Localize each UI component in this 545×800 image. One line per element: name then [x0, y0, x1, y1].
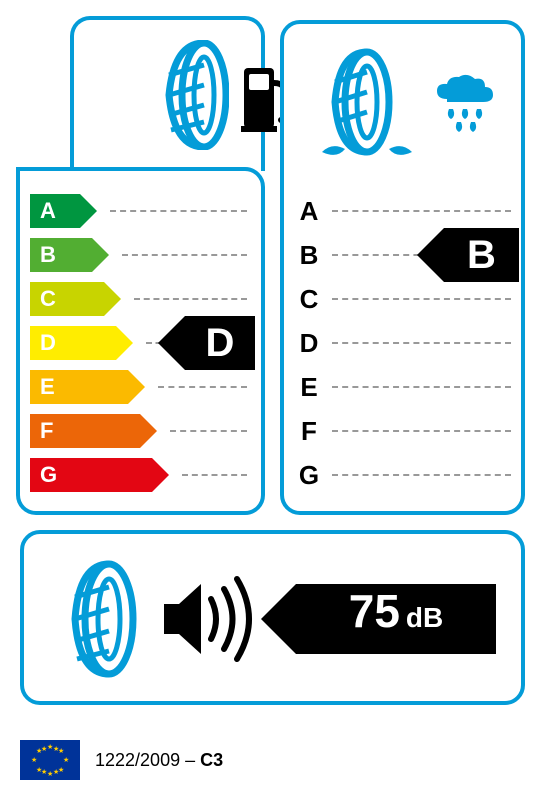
wet-rating-row: C	[294, 277, 519, 321]
fuel-rating-row: B	[30, 233, 255, 277]
tyre-class: C3	[200, 750, 223, 770]
footer-text: 1222/2009 – C3	[95, 750, 223, 771]
rating-dash	[110, 210, 247, 212]
fuel-panel-body: ABCDDEFG	[16, 167, 265, 515]
wet-rating-row: G	[294, 453, 519, 497]
wet-icon-area	[284, 39, 529, 169]
wet-rating-row: BB	[294, 233, 519, 277]
regulation-number: 1222/2009 –	[95, 750, 200, 770]
rating-dash	[134, 298, 247, 300]
eu-flag-icon: ★ ★ ★ ★ ★ ★ ★ ★ ★ ★ ★ ★	[20, 740, 80, 780]
fuel-grade-bar-d: D	[30, 326, 116, 360]
rating-dash	[158, 386, 247, 388]
noise-panel: 75 dB	[20, 530, 525, 705]
tyre-noise-icon	[59, 559, 149, 679]
wet-rating-row: E	[294, 365, 519, 409]
fuel-grade-bar-g: G	[30, 458, 152, 492]
noise-unit: dB	[406, 602, 443, 634]
rating-dash	[170, 430, 247, 432]
noise-value-marker: 75 dB	[296, 584, 496, 654]
speaker-icon	[159, 564, 269, 674]
rain-cloud-icon	[427, 74, 497, 134]
wet-grade-a: A	[294, 196, 324, 227]
rating-dash	[332, 386, 511, 388]
rating-dash	[332, 298, 511, 300]
wet-rating-row: F	[294, 409, 519, 453]
fuel-panel-tab	[70, 16, 265, 171]
wet-grade-f: F	[294, 416, 324, 447]
rating-dash	[332, 474, 511, 476]
wet-rating-row: A	[294, 189, 519, 233]
footer: ★ ★ ★ ★ ★ ★ ★ ★ ★ ★ ★ ★ 1222/2009 – C3	[20, 740, 223, 780]
fuel-grade-bar-b: B	[30, 238, 92, 272]
rating-dash	[182, 474, 247, 476]
wet-rating-row: D	[294, 321, 519, 365]
wet-ratings: ABBCDEFG	[294, 189, 519, 497]
rating-dash	[332, 430, 511, 432]
wet-grade-d: D	[294, 328, 324, 359]
fuel-grade-bar-a: A	[30, 194, 80, 228]
fuel-rating-row: G	[30, 453, 255, 497]
wet-grade-g: G	[294, 460, 324, 491]
fuel-grade-bar-c: C	[30, 282, 104, 316]
fuel-rating-row: A	[30, 189, 255, 233]
rating-dash	[122, 254, 247, 256]
fuel-grade-bar-f: F	[30, 414, 140, 448]
fuel-rating-row: C	[30, 277, 255, 321]
noise-icon-area	[54, 554, 274, 684]
fuel-grade-bar-e: E	[30, 370, 128, 404]
fuel-selected-marker: D	[185, 316, 255, 370]
fuel-rating-row: E	[30, 365, 255, 409]
fuel-rating-row: F	[30, 409, 255, 453]
fuel-efficiency-panel: ABCDDEFG	[20, 20, 265, 515]
wet-grade-c: C	[294, 284, 324, 315]
noise-value: 75	[349, 584, 400, 638]
wet-selected-marker: B	[444, 228, 519, 282]
rating-dash	[332, 342, 511, 344]
fuel-ratings: ABCDDEFG	[30, 189, 255, 497]
wet-grade-b: B	[294, 240, 324, 271]
tyre-icon	[149, 40, 229, 150]
fuel-rating-row: DD	[30, 321, 255, 365]
wet-grip-panel: ABBCDEFG	[280, 20, 525, 515]
rating-dash	[332, 210, 511, 212]
tyre-wet-icon	[317, 47, 417, 162]
wet-grade-e: E	[294, 372, 324, 403]
